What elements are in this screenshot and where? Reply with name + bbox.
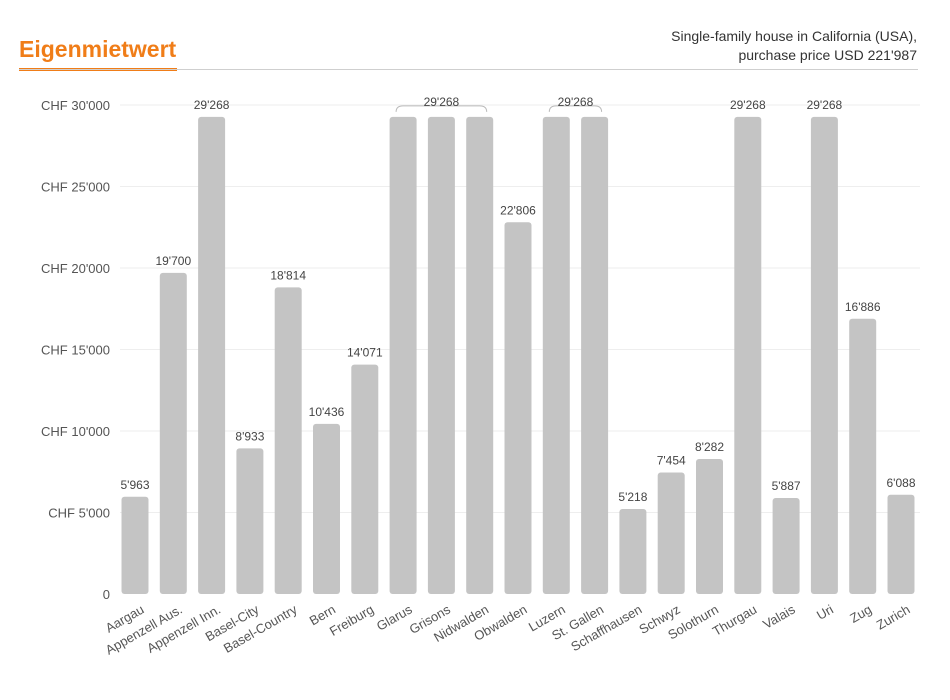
- bar: [159, 272, 187, 594]
- value-label: 29'268: [558, 95, 594, 109]
- value-label: 10'436: [309, 405, 345, 419]
- bar: [504, 222, 532, 594]
- bar: [657, 472, 685, 594]
- chart-subtitle: Single-family house in California (USA),…: [497, 27, 917, 65]
- bar: [351, 364, 379, 594]
- value-label: 8'282: [695, 440, 724, 454]
- x-tick-label: Freiburg: [327, 602, 376, 639]
- value-label: 29'268: [730, 98, 766, 112]
- bar: [274, 287, 302, 594]
- subtitle-line-2: purchase price USD 221'987: [738, 47, 917, 63]
- bar: [542, 116, 570, 594]
- value-label: 14'071: [347, 346, 383, 360]
- header-divider: [19, 69, 918, 70]
- x-tick-label: Zurich: [874, 602, 913, 633]
- value-label: 16'886: [845, 300, 881, 314]
- y-tick-label: CHF 5'000: [48, 506, 110, 521]
- subtitle-line-1: Single-family house in California (USA),: [671, 28, 917, 44]
- chart-title: Eigenmietwert: [19, 36, 177, 62]
- bar: [619, 508, 647, 594]
- x-tick-label: Thurgau: [710, 602, 759, 639]
- bar: [198, 116, 226, 594]
- y-tick-label: CHF 25'000: [41, 180, 110, 195]
- bar: [810, 116, 838, 594]
- value-label: 5'887: [772, 479, 801, 493]
- x-tick-label: Uri: [814, 602, 836, 623]
- bar: [427, 116, 455, 594]
- bar: [849, 318, 877, 594]
- bar: [121, 496, 149, 594]
- value-label: 8'933: [235, 429, 264, 443]
- bar: [389, 116, 417, 594]
- value-label: 29'268: [424, 95, 460, 109]
- bar: [581, 116, 609, 594]
- group-bracket: [548, 105, 603, 112]
- y-tick-label: CHF 10'000: [41, 424, 110, 439]
- value-label: 18'814: [270, 268, 306, 282]
- value-label: 22'806: [500, 203, 536, 217]
- bar: [887, 494, 915, 594]
- value-label: 5'218: [618, 490, 647, 504]
- y-tick-label: CHF 30'000: [41, 98, 110, 113]
- bar: [236, 448, 264, 594]
- bar: [313, 423, 340, 594]
- bar: [734, 116, 762, 594]
- x-tick-label: Valais: [760, 601, 798, 631]
- group-bracket: [395, 105, 488, 112]
- value-label: 7'454: [657, 453, 686, 467]
- y-tick-label: CHF 15'000: [41, 343, 110, 358]
- value-label: 5'963: [121, 478, 150, 492]
- bar: [696, 459, 723, 594]
- y-tick-label: 0: [103, 587, 110, 602]
- value-label: 29'268: [807, 98, 843, 112]
- bar: [772, 498, 800, 594]
- value-label: 29'268: [194, 98, 230, 112]
- value-label: 19'700: [155, 254, 191, 268]
- bar: [466, 116, 494, 594]
- x-tick-label: Zug: [847, 602, 874, 626]
- value-label: 6'088: [887, 476, 916, 490]
- y-tick-label: CHF 20'000: [41, 261, 110, 276]
